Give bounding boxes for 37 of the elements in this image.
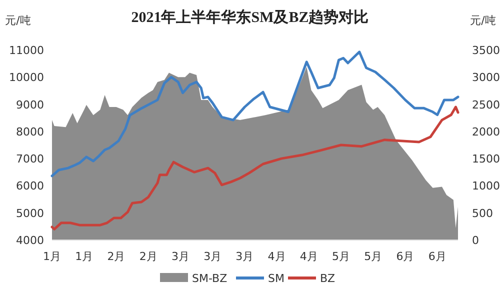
x-tick-label: 2月 [139, 250, 158, 263]
x-tick-label: 1月 [75, 250, 94, 263]
y-tick-label: 10000 [9, 71, 44, 84]
y2-tick-label: 3500 [472, 44, 500, 57]
y-axis-title: 元/吨 [5, 14, 31, 27]
legend-label: BZ [320, 272, 336, 285]
line-series [50, 106, 460, 230]
chart-title: 2021年上半年华东SM及BZ趋势对比 [131, 8, 369, 26]
y-tick-label: 5000 [16, 206, 44, 220]
x-tick-label: 6月 [396, 250, 414, 263]
x-tick-label: 3月 [236, 250, 254, 263]
x-tick-label: 4月 [300, 250, 318, 263]
y2-tick-label: 0 [472, 234, 479, 247]
legend-label: SM [268, 272, 284, 285]
y-tick-label: 7000 [16, 152, 44, 166]
x-tick-label: 5月 [332, 250, 350, 263]
legend-label: SM-BZ [192, 272, 228, 285]
y-tick-label: 8000 [16, 125, 44, 138]
x-tick-label: 1月 [43, 250, 61, 263]
y2-tick-label: 3000 [472, 71, 500, 84]
y2-tick-label: 1500 [472, 152, 500, 166]
x-tick-label: 6月 [428, 250, 446, 263]
y-tick-label: 6000 [16, 180, 44, 193]
line-series [50, 50, 460, 178]
y-tick-label: 4000 [16, 234, 44, 247]
x-tick-label: 2月 [107, 250, 126, 263]
y2-axis-title: 元/吨 [470, 14, 496, 27]
x-tick-label: 5月 [364, 250, 382, 263]
x-tick-label: 4月 [268, 250, 286, 263]
y2-tick-label: 500 [472, 206, 493, 220]
x-tick-label: 3月 [171, 250, 190, 263]
y2-tick-label: 2500 [472, 98, 500, 112]
x-tick-label: 3月 [204, 250, 222, 263]
y2-tick-label: 2000 [472, 125, 500, 138]
y2-tick-label: 1000 [472, 180, 500, 193]
y-tick-label: 9000 [16, 98, 44, 112]
y-tick-label: 11000 [9, 44, 44, 57]
